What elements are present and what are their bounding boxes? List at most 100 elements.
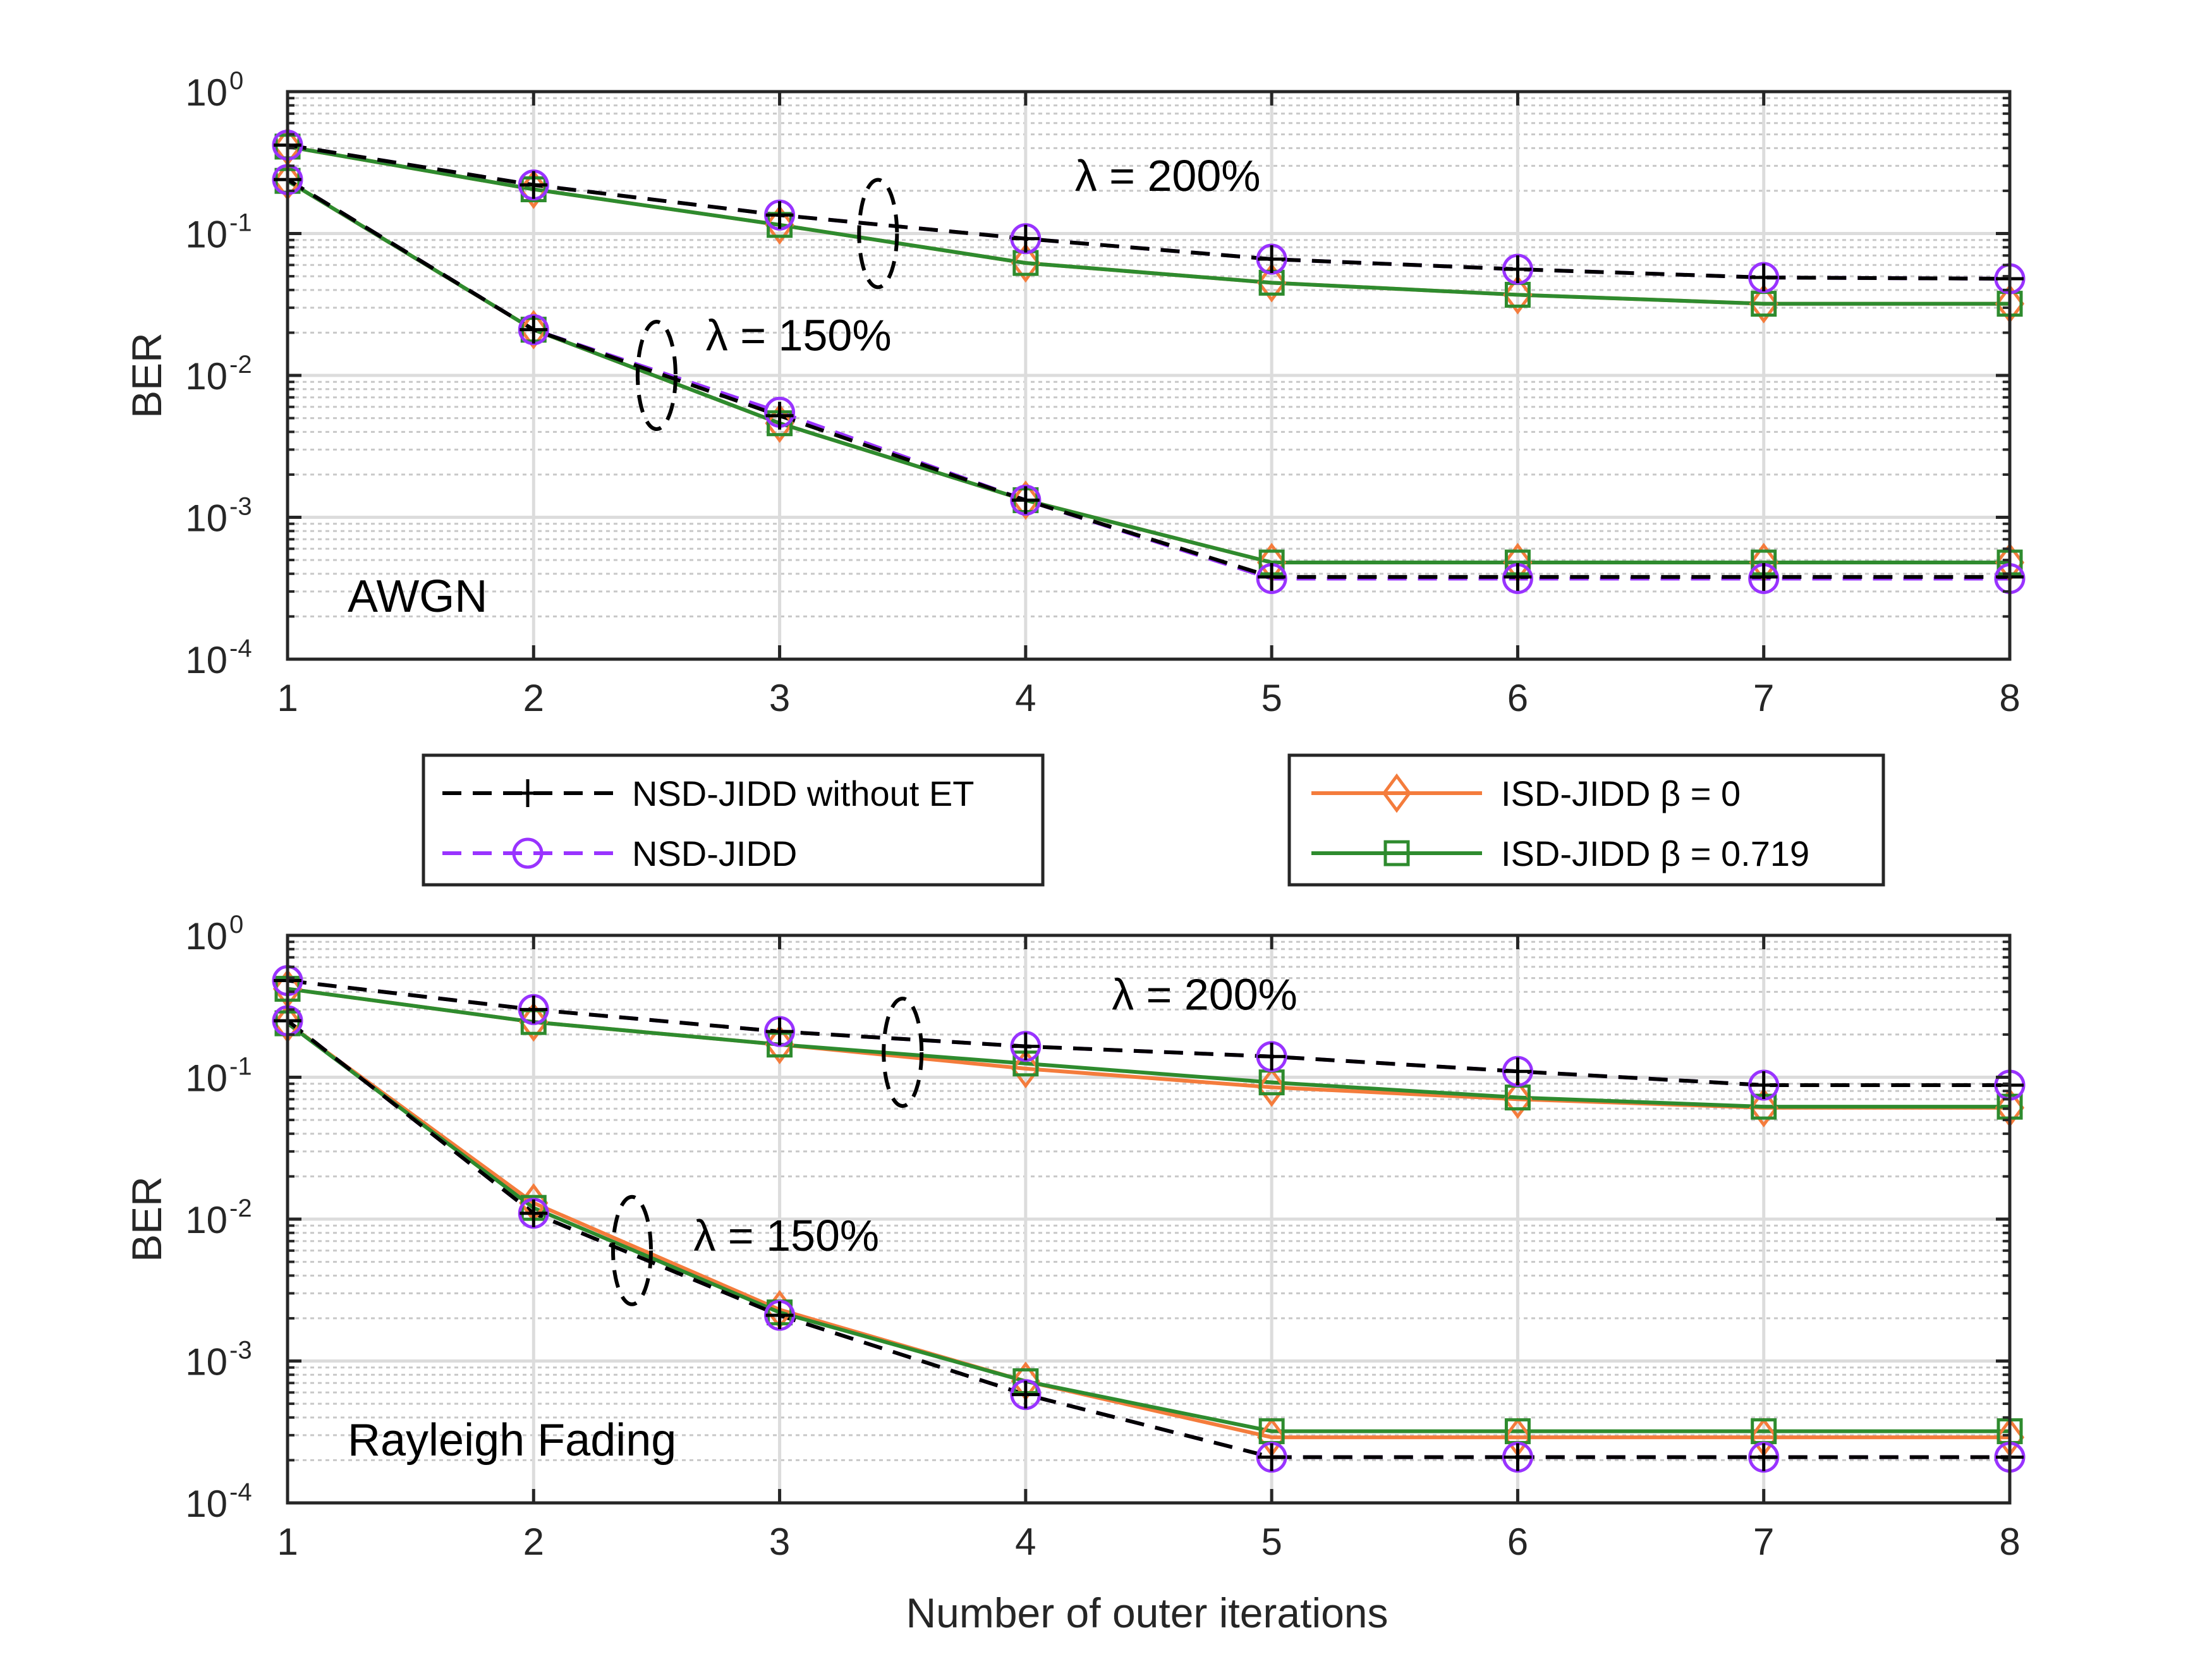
x-tick-label: 7 bbox=[1753, 1521, 1774, 1563]
marker-nsd_no_et-200pct-x4 bbox=[1011, 1032, 1040, 1060]
legend-label-nsd: NSD-JIDD bbox=[632, 834, 797, 873]
y-tick-label: 10 bbox=[185, 355, 228, 398]
x-tick-label: 8 bbox=[1999, 677, 2020, 719]
x-tick-label: 1 bbox=[277, 1521, 298, 1563]
y-tick-exponent: -1 bbox=[229, 209, 252, 237]
marker-nsd_no_et-150pct-x7 bbox=[1749, 562, 1778, 591]
marker-nsd_no_et-200pct-x7 bbox=[1749, 264, 1778, 292]
marker-nsd_no_et-200pct-x2 bbox=[520, 995, 548, 1024]
x-ticks: 1 2 3 4 5 6 7 8 bbox=[277, 935, 2021, 1563]
marker-nsd_no_et-150pct-x2 bbox=[520, 315, 548, 344]
marker-isd_b0-150pct-x3 bbox=[765, 403, 794, 443]
y-tick-exponent: -3 bbox=[229, 493, 252, 521]
x-tick-label: 7 bbox=[1753, 677, 1774, 719]
series-line-nsd_no_et-150pct bbox=[286, 178, 2010, 579]
marker-nsd_no_et-150pct-x6 bbox=[1504, 1443, 1532, 1471]
y-tick-label: 10 bbox=[185, 497, 228, 540]
y-tick-label: 10 bbox=[185, 71, 228, 114]
marker-isd_b0-200pct-x3 bbox=[765, 1024, 794, 1064]
legend-marker-isd_b719 bbox=[1383, 840, 1410, 866]
y-tick-label: 10 bbox=[185, 639, 228, 681]
y-tick-exponent: -3 bbox=[229, 1337, 252, 1364]
annotation-ellipse bbox=[635, 320, 678, 431]
marker-nsd_no_et-150pct-x4 bbox=[1011, 486, 1040, 514]
series-line-nsd_no_et-200pct bbox=[287, 143, 2010, 281]
x-tick-label: 3 bbox=[769, 677, 790, 719]
x-tick-label: 3 bbox=[769, 1521, 790, 1563]
marker-nsd_no_et-150pct-x2 bbox=[520, 1199, 548, 1227]
marker-nsd_no_et-150pct-x7 bbox=[1749, 1443, 1778, 1471]
lambda-annotation: λ = 200% bbox=[1075, 151, 1261, 200]
legend-label-nsd_no_et: NSD-JIDD without ET bbox=[632, 774, 974, 813]
x-tick-label: 6 bbox=[1507, 1521, 1528, 1563]
annotation-ellipse bbox=[611, 1194, 653, 1306]
lambda-annotation: λ = 150% bbox=[706, 310, 892, 360]
marker-nsd_no_et-200pct-x3 bbox=[765, 201, 794, 229]
marker-isd_b0-200pct-x2 bbox=[519, 1002, 549, 1042]
series-line-isd_b719-200pct bbox=[287, 144, 2010, 306]
x-tick-label: 2 bbox=[523, 1521, 544, 1563]
y-tick-exponent: 0 bbox=[229, 911, 243, 939]
annotation-ellipse bbox=[882, 996, 924, 1108]
x-tick-label: 5 bbox=[1261, 677, 1282, 719]
series-line-isd_b719-200pct bbox=[287, 987, 2010, 1109]
marker-isd_b0-200pct-x6 bbox=[1503, 275, 1533, 315]
y-tick-label: 10 bbox=[185, 1199, 228, 1241]
series-lines bbox=[286, 143, 2010, 581]
x-axis-label: Number of outer iterations bbox=[906, 1589, 1388, 1636]
x-tick-label: 4 bbox=[1015, 677, 1036, 719]
legend-marker-isd_b0 bbox=[1382, 773, 1412, 813]
series-line-isd_b719-150pct bbox=[286, 179, 2010, 565]
marker-isd_b0-200pct-x4 bbox=[1011, 1048, 1040, 1089]
x-tick-label: 2 bbox=[523, 677, 544, 719]
y-tick-label: 10 bbox=[185, 915, 228, 957]
marker-nsd_no_et-200pct-x5 bbox=[1258, 245, 1286, 274]
y-tick-label: 10 bbox=[185, 1057, 228, 1100]
series-line-isd_b719-150pct bbox=[286, 1021, 2010, 1433]
marker-isd_b0-200pct-x6 bbox=[1503, 1079, 1533, 1119]
x-tick-label: 5 bbox=[1261, 1521, 1282, 1563]
marker-nsd_no_et-200pct-x3 bbox=[765, 1018, 794, 1046]
marker-isd_b0-200pct-x3 bbox=[765, 205, 794, 245]
y-tick-exponent: -1 bbox=[229, 1053, 252, 1081]
marker-nsd_no_et-150pct-x6 bbox=[1504, 562, 1532, 591]
marker-nsd_no_et-200pct-x6 bbox=[1504, 255, 1532, 284]
series-lines bbox=[286, 978, 2010, 1459]
y-tick-exponent: 0 bbox=[229, 67, 243, 95]
x-tick-label: 8 bbox=[1999, 1521, 2020, 1563]
marker-isd_b0-200pct-x5 bbox=[1257, 263, 1287, 303]
lambda-annotation: λ = 200% bbox=[1112, 969, 1297, 1019]
y-tick-exponent: -4 bbox=[229, 635, 252, 662]
legend-marker-nsd bbox=[512, 837, 544, 869]
channel-label: Rayleigh Fading bbox=[348, 1415, 676, 1466]
marker-nsd_no_et-150pct-x4 bbox=[1011, 1380, 1040, 1409]
annotation-ellipse bbox=[857, 178, 899, 289]
lambda-annotation: λ = 150% bbox=[693, 1211, 879, 1260]
marker-nsd_no_et-150pct-x3 bbox=[765, 1301, 794, 1330]
series-line-nsd_no_et-200pct bbox=[287, 978, 2010, 1087]
x-ticks: 1 2 3 4 5 6 7 8 bbox=[277, 92, 2021, 719]
marker-nsd_no_et-200pct-x4 bbox=[1011, 224, 1040, 253]
y-axis-label: BER bbox=[123, 1176, 170, 1262]
marker-nsd_no_et-150pct-x5 bbox=[1258, 1443, 1286, 1471]
marker-nsd_no_et-200pct-x5 bbox=[1258, 1042, 1286, 1071]
marker-isd_b0-200pct-x5 bbox=[1257, 1067, 1287, 1107]
legend-left: NSD-JIDD without ET NSD-JIDD bbox=[422, 753, 1045, 887]
legend-marker-nsd_no_et bbox=[514, 779, 542, 807]
marker-nsd_no_et-200pct-x2 bbox=[520, 171, 548, 199]
x-tick-label: 1 bbox=[277, 677, 298, 719]
marker-isd_b0-150pct-x2 bbox=[519, 310, 549, 349]
y-tick-label: 10 bbox=[185, 1483, 228, 1525]
legend-right: ISD-JIDD β = 0 ISD-JIDD β = 0.719 bbox=[1287, 753, 1885, 887]
marker-isd_b0-150pct-x4 bbox=[1011, 480, 1040, 520]
marker-isd_b0-200pct-x4 bbox=[1011, 243, 1040, 283]
marker-nsd_no_et-150pct-x5 bbox=[1258, 562, 1286, 591]
marker-nsd_no_et-200pct-x6 bbox=[1504, 1057, 1532, 1086]
x-tick-label: 4 bbox=[1015, 1521, 1036, 1563]
y-axis-label: BER bbox=[123, 332, 170, 418]
legend-label-isd_b719: ISD-JIDD β = 0.719 bbox=[1501, 834, 1809, 873]
